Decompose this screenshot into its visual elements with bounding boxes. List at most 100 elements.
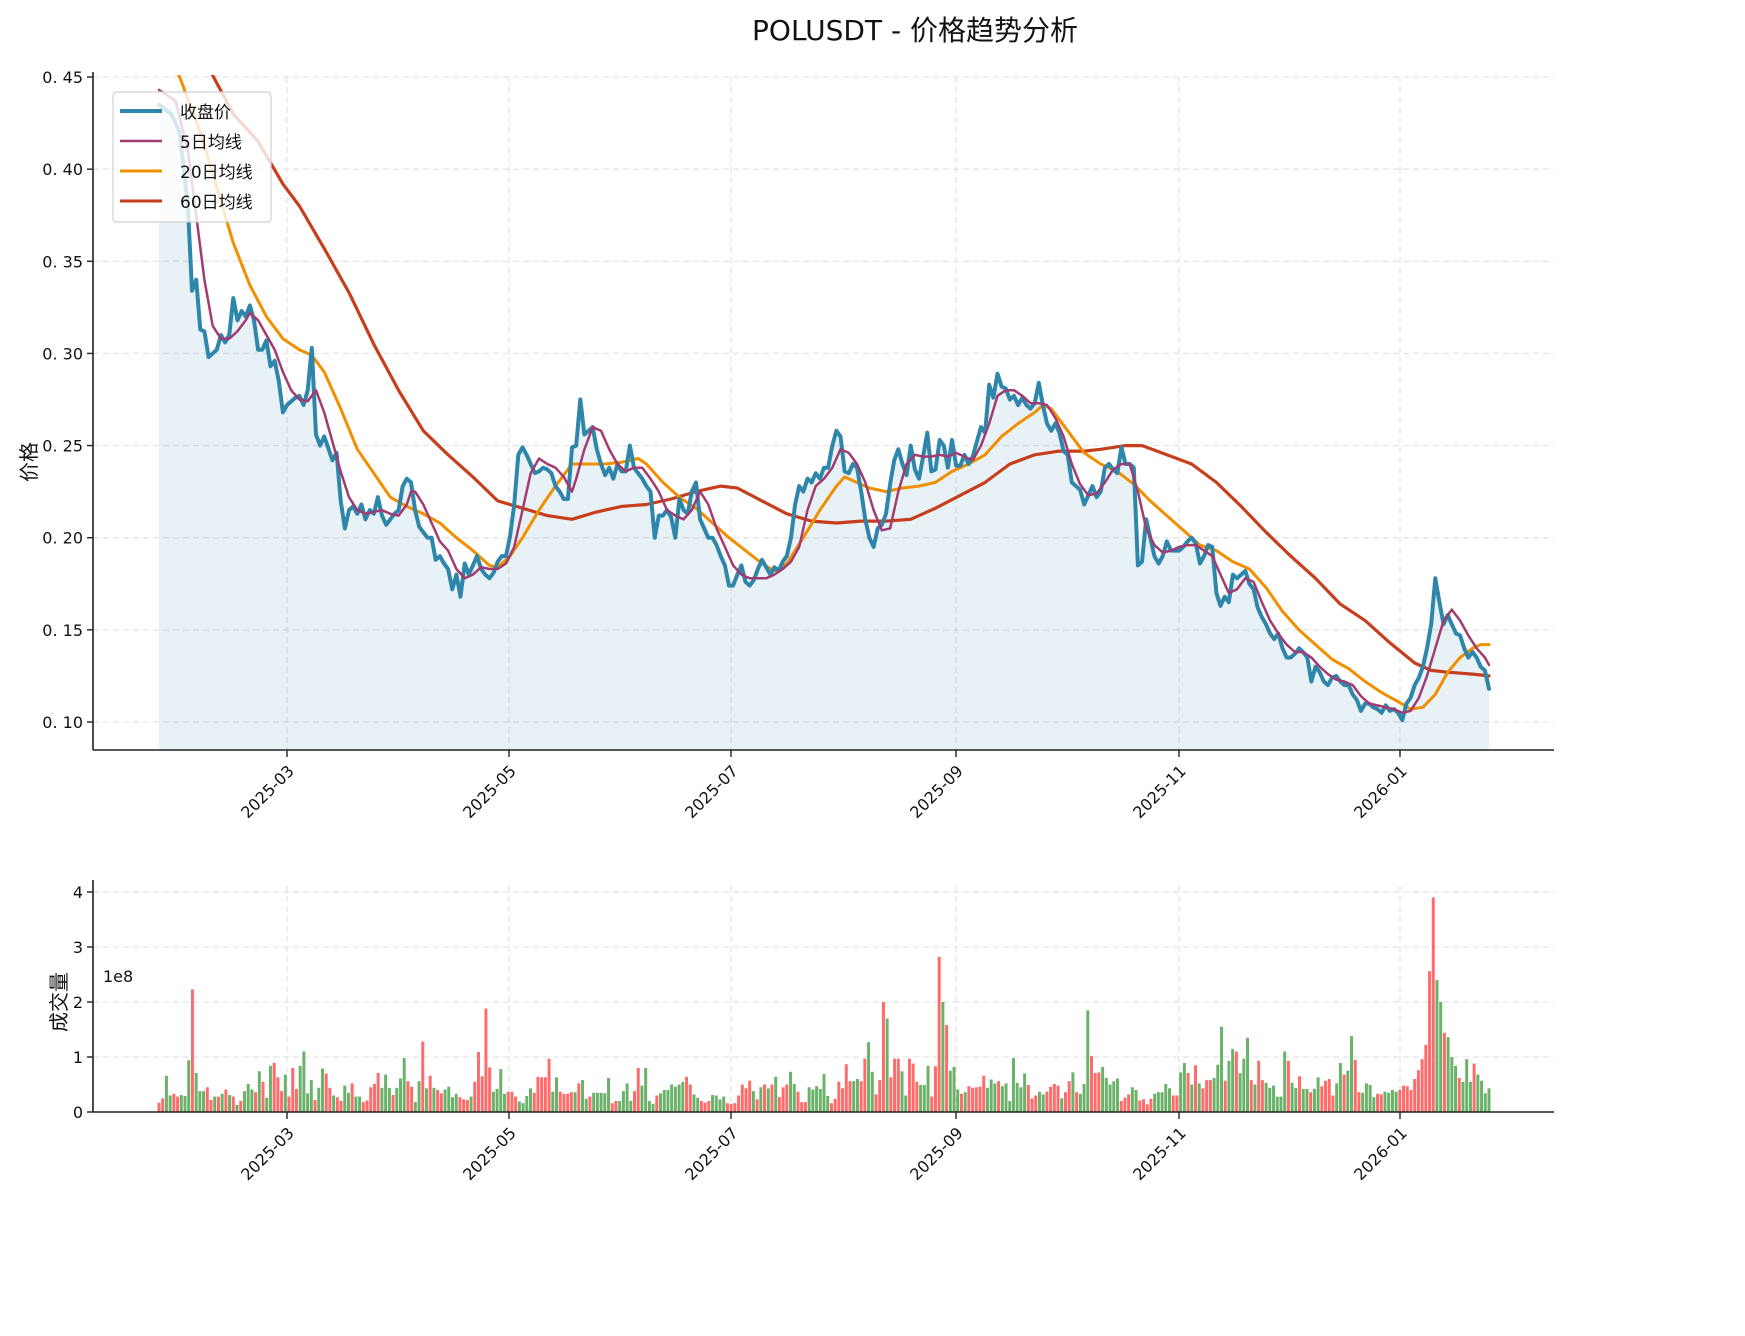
volume-bar bbox=[280, 1091, 284, 1112]
volume-bar bbox=[1197, 1083, 1201, 1112]
volume-bar bbox=[168, 1095, 172, 1112]
volume-bar bbox=[881, 1002, 885, 1112]
volume-bar bbox=[614, 1101, 618, 1112]
volume-bar bbox=[1127, 1094, 1131, 1112]
volume-bar bbox=[365, 1100, 369, 1112]
volume-bar bbox=[1416, 1070, 1420, 1112]
volume-bar bbox=[685, 1076, 689, 1112]
volume-bar bbox=[941, 1002, 945, 1112]
volume-bar bbox=[380, 1087, 384, 1112]
volume-bar bbox=[1316, 1077, 1320, 1112]
volume-bar bbox=[1093, 1073, 1097, 1112]
volume-bar bbox=[1409, 1090, 1413, 1112]
volume-bar bbox=[792, 1084, 796, 1113]
volume-bar bbox=[826, 1096, 830, 1112]
volume-bar bbox=[974, 1087, 978, 1113]
volume-bar bbox=[967, 1086, 971, 1112]
volume-bar bbox=[1208, 1080, 1212, 1112]
volume-bar bbox=[1231, 1048, 1235, 1112]
volume-bar bbox=[751, 1091, 755, 1112]
price-y-tick-label: 0. 45 bbox=[42, 68, 83, 87]
volume-bar bbox=[194, 1073, 198, 1112]
volume-bar bbox=[1186, 1073, 1190, 1112]
volume-bar bbox=[1138, 1100, 1142, 1112]
volume-scale-label: 1e8 bbox=[103, 967, 133, 986]
volume-bar bbox=[815, 1086, 819, 1112]
volume-bar bbox=[265, 1097, 269, 1112]
volume-bar bbox=[254, 1092, 258, 1112]
volume-bar bbox=[1487, 1088, 1491, 1112]
volume-bar bbox=[216, 1096, 220, 1112]
volume-bar bbox=[473, 1081, 477, 1113]
volume-bar bbox=[1398, 1090, 1402, 1112]
price-y-tick-label: 0. 25 bbox=[42, 437, 83, 456]
volume-bar bbox=[1439, 1002, 1443, 1112]
volume-bar bbox=[1272, 1085, 1276, 1112]
volume-bar bbox=[480, 1076, 484, 1113]
volume-bar bbox=[755, 1099, 759, 1112]
volume-bar bbox=[844, 1064, 848, 1113]
volume-bar bbox=[242, 1091, 246, 1112]
volume-bar bbox=[183, 1096, 187, 1112]
volume-bar bbox=[1346, 1070, 1350, 1113]
volume-bar bbox=[1383, 1091, 1387, 1113]
volume-bar bbox=[209, 1099, 213, 1112]
volume-bar bbox=[172, 1093, 176, 1112]
volume-bar bbox=[246, 1084, 250, 1113]
volume-bar bbox=[863, 1058, 867, 1113]
volume-bar bbox=[867, 1042, 871, 1112]
volume-bar bbox=[1275, 1096, 1279, 1112]
volume-bar bbox=[1357, 1092, 1361, 1112]
volume-bar bbox=[859, 1081, 863, 1112]
volume-bar bbox=[1387, 1092, 1391, 1113]
volume-bar bbox=[1264, 1082, 1268, 1112]
close-price-line bbox=[157, 102, 1491, 723]
volume-bar bbox=[848, 1081, 852, 1112]
price-y-tick-label: 0. 30 bbox=[42, 344, 83, 363]
volume-bar bbox=[1431, 897, 1435, 1112]
volume-bar bbox=[529, 1088, 532, 1112]
price-x-tick-label: 2025-05 bbox=[459, 761, 520, 822]
volume-bar bbox=[777, 1097, 781, 1113]
volume-bar bbox=[1011, 1058, 1015, 1112]
volume-bar bbox=[447, 1086, 451, 1112]
volume-bar bbox=[1190, 1084, 1194, 1112]
volume-bar bbox=[228, 1095, 232, 1113]
volume-bar bbox=[1112, 1081, 1116, 1112]
volume-bar bbox=[1034, 1095, 1038, 1112]
volume-bar bbox=[335, 1097, 339, 1113]
volume-bar bbox=[1149, 1098, 1153, 1112]
volume-bar bbox=[376, 1073, 380, 1112]
volume-bar bbox=[1160, 1092, 1164, 1112]
legend-label-ma5: 5日均线 bbox=[180, 133, 242, 153]
volume-bar bbox=[1405, 1086, 1409, 1112]
volume-bar bbox=[1234, 1051, 1238, 1112]
volume-bar bbox=[1327, 1079, 1331, 1112]
legend-item-ma5: 5日均线 bbox=[120, 133, 242, 153]
volume-bar bbox=[1045, 1091, 1049, 1113]
volume-bar bbox=[636, 1068, 640, 1112]
volume-bar bbox=[439, 1093, 443, 1112]
volume-bar bbox=[176, 1096, 180, 1112]
volume-bar bbox=[350, 1083, 354, 1112]
volume-bar bbox=[1108, 1084, 1112, 1112]
volume-bar bbox=[725, 1103, 729, 1112]
volume-bar bbox=[774, 1076, 778, 1112]
volume-bar bbox=[391, 1095, 395, 1113]
volume-bar bbox=[1015, 1082, 1019, 1112]
legend: 收盘价 5日均线 20日均线 60日均线 bbox=[112, 91, 272, 223]
volume-bar bbox=[525, 1096, 529, 1112]
volume-bar bbox=[164, 1075, 168, 1112]
volume-bar bbox=[789, 1071, 793, 1112]
volume-bar bbox=[540, 1077, 544, 1112]
volume-bar bbox=[488, 1067, 492, 1113]
volume-bar bbox=[1194, 1065, 1197, 1113]
volume-bar bbox=[458, 1097, 462, 1113]
volume-bar bbox=[1060, 1098, 1064, 1113]
volume-bar bbox=[621, 1091, 625, 1112]
volume-bar bbox=[1394, 1091, 1398, 1113]
volume-bar bbox=[1227, 1060, 1231, 1112]
volume-bar bbox=[1023, 1073, 1027, 1112]
volume-bar bbox=[1082, 1084, 1086, 1113]
volume-bar bbox=[425, 1088, 428, 1112]
